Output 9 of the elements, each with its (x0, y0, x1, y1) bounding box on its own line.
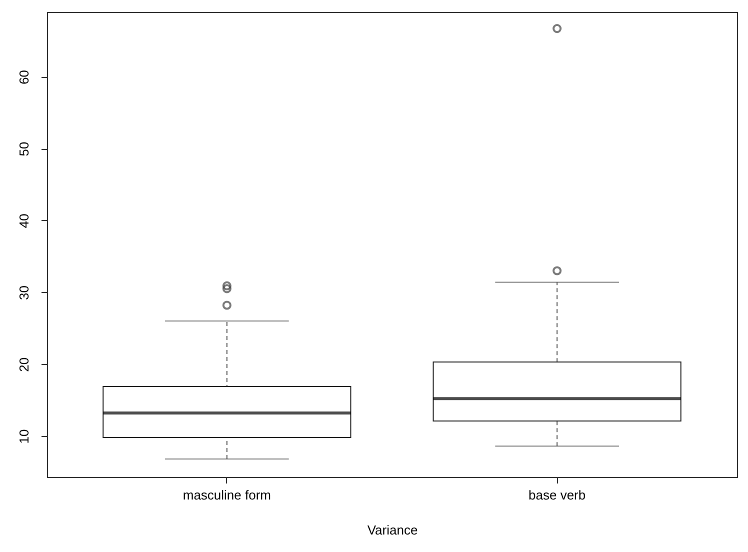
y-tick-label: 40 (16, 214, 32, 228)
y-tick-label: 10 (16, 429, 32, 444)
x-tick-label: base verb (528, 488, 586, 502)
y-tick-label: 50 (16, 142, 32, 156)
y-tick-label: 60 (16, 70, 32, 84)
y-tick-label: 30 (16, 286, 32, 300)
x-tick-label: masculine form (182, 488, 271, 502)
x-axis-title: Variance (367, 522, 418, 538)
y-tick-label: 20 (16, 357, 32, 372)
